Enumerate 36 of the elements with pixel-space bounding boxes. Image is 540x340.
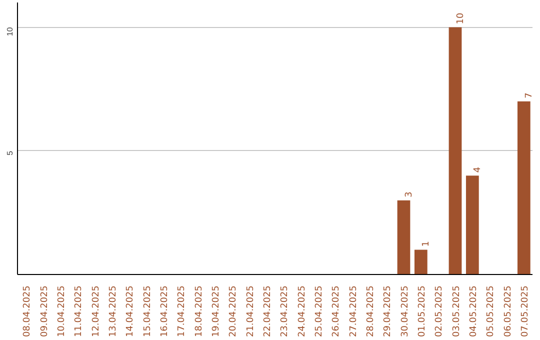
x-tick-label: 10.04.2025 (56, 286, 67, 338)
x-tick-label: 29.04.2025 (383, 286, 394, 338)
data-label: 7 (524, 92, 534, 98)
data-label: 1 (421, 241, 432, 247)
x-tick-label: 27.04.2025 (348, 286, 359, 338)
x-tick-label: 04.05.2025 (468, 286, 479, 338)
x-tick-label: 05.05.2025 (486, 286, 496, 338)
x-tick-label: 11.04.2025 (74, 286, 84, 338)
x-tick-label: 02.05.2025 (434, 286, 445, 338)
x-tick-label: 22.04.2025 (262, 286, 273, 338)
data-label: 3 (404, 192, 414, 198)
x-tick-label: 16.04.2025 (160, 286, 170, 338)
x-tick-label: 24.04.2025 (297, 286, 308, 338)
x-tick-label: 14.04.2025 (126, 286, 136, 338)
x-tick-label: 07.05.2025 (520, 286, 530, 338)
x-tick-label: 28.04.2025 (366, 286, 376, 338)
x-tick-label: 09.04.2025 (40, 286, 50, 338)
x-tick-label: 17.04.2025 (177, 286, 188, 338)
x-tick-label: 03.05.2025 (452, 286, 462, 338)
x-tick-label: 06.05.2025 (503, 286, 514, 338)
x-tick-label: 23.04.2025 (280, 286, 290, 338)
x-tick-label: 12.04.2025 (91, 286, 102, 338)
y-tick-label: 5 (6, 150, 14, 156)
x-tick-label: 20.04.2025 (228, 286, 239, 338)
x-tick-label: 30.04.2025 (400, 286, 410, 338)
x-tick-label: 19.04.2025 (211, 286, 222, 338)
x-tick-label: 21.04.2025 (246, 286, 256, 338)
data-label: 10 (456, 12, 466, 24)
x-tick-label: 08.04.2025 (22, 286, 33, 338)
x-tick-label: 01.05.2025 (417, 286, 428, 338)
x-tick-label: 13.04.2025 (108, 286, 118, 338)
x-tick-label: 15.04.2025 (142, 286, 153, 338)
x-tick-label: 26.04.2025 (332, 286, 342, 338)
x-tick-label: 25.04.2025 (314, 286, 324, 338)
x-tick-label: 18.04.2025 (194, 286, 204, 338)
data-label: 4 (472, 166, 483, 173)
